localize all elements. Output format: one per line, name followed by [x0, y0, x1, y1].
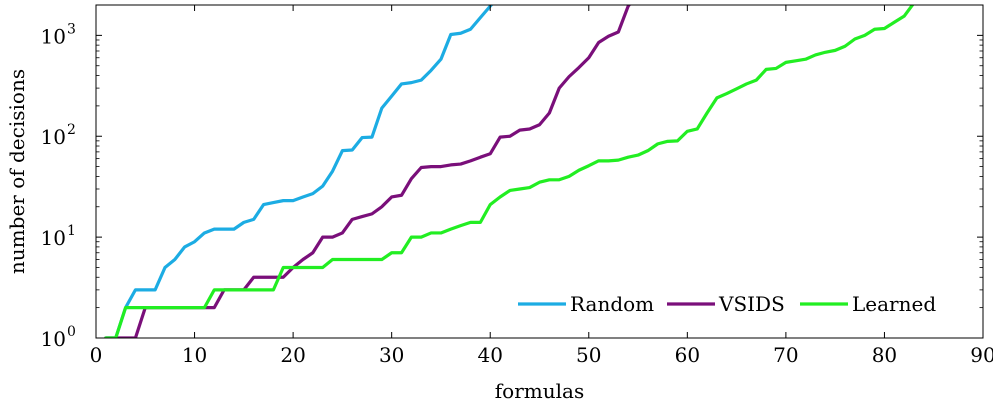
y-tick-exponent: 2	[67, 122, 76, 138]
y-tick-exponent: 0	[67, 324, 76, 340]
x-tick-label: 40	[477, 343, 502, 367]
y-tick-label: 10	[41, 125, 66, 149]
x-tick-label: 20	[280, 343, 305, 367]
legend-label-learned: Learned	[852, 292, 936, 316]
plot-frame	[95, 4, 984, 339]
x-axis-label: formulas	[495, 379, 584, 403]
x-tick-label: 90	[970, 343, 993, 367]
x-tick-label: 10	[182, 343, 207, 367]
y-tick-exponent: 3	[67, 21, 76, 37]
y-tick-label: 10	[41, 327, 66, 351]
y-tick-label: 10	[41, 24, 66, 48]
legend: Random VSIDS Learned	[518, 292, 936, 316]
series-line-vsids	[104, 5, 632, 338]
x-tick-label: 30	[379, 343, 404, 367]
series-line-learned	[104, 5, 915, 338]
x-tick-label: 70	[773, 343, 798, 367]
x-tick-label: 60	[675, 343, 700, 367]
y-axis-label: number of decisions	[5, 69, 29, 274]
x-tick-label: 50	[576, 343, 601, 367]
series-lines	[104, 5, 915, 338]
x-tick-label: 80	[872, 343, 897, 367]
legend-label-random: Random	[570, 292, 654, 316]
x-tick-label: 0	[90, 343, 103, 367]
legend-label-vsids: VSIDS	[718, 292, 785, 316]
y-tick-label: 10	[41, 226, 66, 250]
series-line-random	[104, 5, 494, 338]
y-tick-exponent: 1	[67, 223, 76, 239]
